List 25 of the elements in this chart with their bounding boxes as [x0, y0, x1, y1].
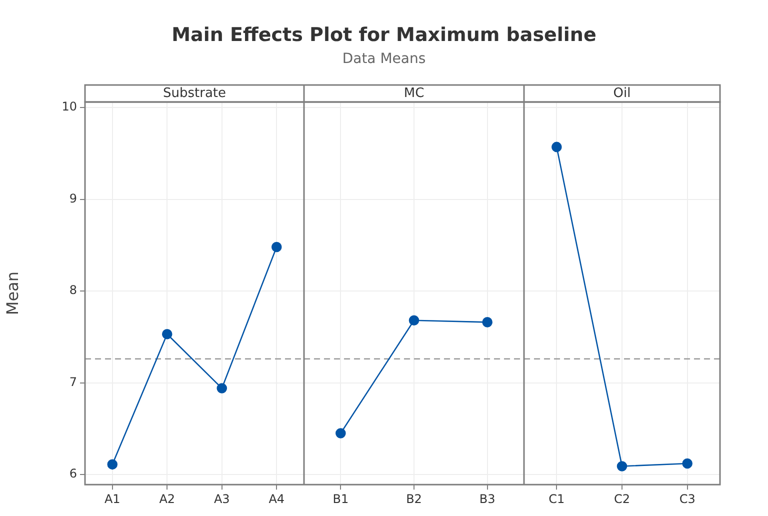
text: Main Effects Plot for Maximum baseline: [170, 24, 598, 46]
x-tick-label: B1: [332, 492, 349, 506]
point: [271, 242, 282, 252]
y-tick-label: 10: [62, 100, 77, 114]
text: Data Means: [341, 51, 427, 67]
chart-title: Substrate: [162, 86, 226, 101]
point: [107, 459, 118, 470]
x-tick-label: A2: [159, 492, 176, 506]
point: [216, 383, 228, 394]
chart-title: Oil: [613, 86, 631, 101]
x-tick-label: A4: [268, 492, 285, 506]
x-tick-label: A3: [214, 492, 230, 506]
y-tick-label: 8: [69, 283, 77, 298]
chart-title: MC: [404, 86, 424, 101]
x-tick-label: B2: [406, 492, 422, 506]
x-tick-label: C3: [679, 492, 696, 506]
y-tick-label: 7: [69, 374, 77, 389]
x-tick-label: C1: [548, 492, 565, 506]
y-axis-title: Mean: [2, 272, 22, 316]
y-tick-label: 6: [69, 466, 77, 481]
x-tick-label: C2: [614, 492, 630, 506]
y-tick-label: 9: [69, 191, 77, 206]
x-tick-label: B3: [479, 492, 496, 506]
point: [162, 328, 172, 340]
x-tick-label: A1: [104, 492, 120, 506]
